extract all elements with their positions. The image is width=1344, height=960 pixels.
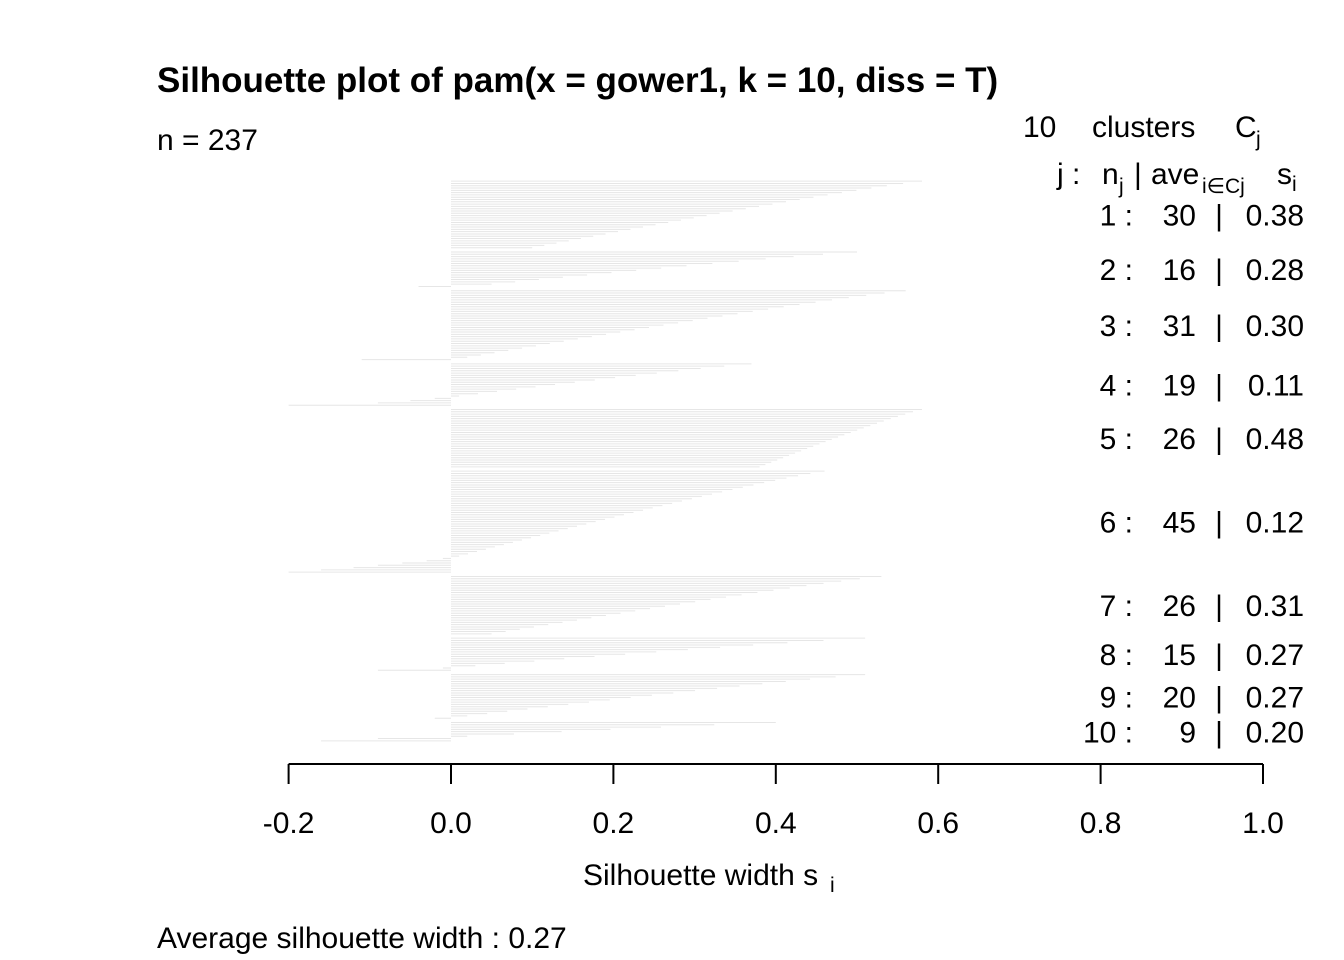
x-tick-label: 0.6 bbox=[917, 807, 959, 840]
cluster-1-average: 0.38 bbox=[1246, 199, 1304, 232]
x-tick-label: 0.0 bbox=[430, 807, 472, 840]
average-silhouette-width: Average silhouette width : 0.27 bbox=[157, 922, 567, 955]
cluster-6-separator: | bbox=[1215, 507, 1223, 540]
cluster-7-average: 0.31 bbox=[1246, 590, 1304, 623]
x-axis: -0.2 0.0 0.2 0.4 0.6 0.8 1.0 bbox=[263, 763, 1284, 840]
cluster-8-label: 8 : bbox=[1100, 639, 1133, 672]
cluster-3-size: 31 bbox=[1163, 310, 1196, 343]
cluster-7-separator: | bbox=[1215, 590, 1223, 623]
cluster-9-separator: | bbox=[1215, 681, 1223, 714]
header-n-label: n bbox=[1102, 158, 1119, 191]
cluster-row-5: 5 : 26 | 0.48 bbox=[1100, 423, 1304, 456]
header-n-subscript: j bbox=[1118, 175, 1124, 198]
cluster-row-1: 1 : 30 | 0.38 bbox=[1100, 199, 1304, 232]
cluster-3-separator: | bbox=[1215, 310, 1223, 343]
n-label: n = 237 bbox=[157, 124, 258, 157]
cluster-legend-header: 10 clusters C j j : n j | ave i∈Cj s i bbox=[1023, 111, 1297, 198]
cluster-5-separator: | bbox=[1215, 423, 1223, 456]
header-clusters-word: clusters bbox=[1092, 111, 1195, 144]
x-tick-label: -0.2 bbox=[263, 807, 315, 840]
cluster-10-separator: | bbox=[1215, 717, 1223, 750]
cluster-row-10: 10 : 9 | 0.20 bbox=[1083, 717, 1304, 750]
cluster-2-size: 16 bbox=[1163, 254, 1196, 287]
cluster-1-separator: | bbox=[1215, 199, 1223, 232]
cluster-6-label: 6 : bbox=[1100, 507, 1133, 540]
cluster-8-separator: | bbox=[1215, 639, 1223, 672]
header-c-symbol: C bbox=[1235, 111, 1257, 144]
chart-title: Silhouette plot of pam(x = gower1, k = 1… bbox=[157, 61, 998, 100]
cluster-3-label: 3 : bbox=[1100, 310, 1133, 343]
cluster-2-label: 2 : bbox=[1100, 254, 1133, 287]
header-c-subscript: j bbox=[1255, 128, 1261, 151]
header-j-label: j : bbox=[1056, 158, 1080, 191]
header-ave-subscript: i∈Cj bbox=[1202, 175, 1245, 198]
cluster-8-average: 0.27 bbox=[1246, 639, 1304, 672]
cluster-5-average: 0.48 bbox=[1246, 423, 1304, 456]
cluster-row-8: 8 : 15 | 0.27 bbox=[1100, 639, 1304, 672]
cluster-5-label: 5 : bbox=[1100, 423, 1133, 456]
cluster-row-2: 2 : 16 | 0.28 bbox=[1100, 254, 1304, 287]
cluster-6-average: 0.12 bbox=[1246, 507, 1304, 540]
cluster-4-separator: | bbox=[1215, 370, 1223, 403]
cluster-row-9: 9 : 20 | 0.27 bbox=[1100, 681, 1304, 714]
cluster-10-label: 10 : bbox=[1083, 717, 1133, 750]
cluster-1-size: 30 bbox=[1163, 199, 1196, 232]
cluster-row-6: 6 : 45 | 0.12 bbox=[1100, 507, 1304, 540]
cluster-legend-rows: 1 : 30 | 0.38 2 : 16 | 0.28 3 : 31 | 0.30 4 : 19 | 0.11… bbox=[1083, 199, 1304, 749]
cluster-2-average: 0.28 bbox=[1246, 254, 1304, 287]
cluster-1-label: 1 : bbox=[1100, 199, 1133, 232]
header-ave-label: ave bbox=[1151, 158, 1199, 191]
cluster-9-label: 9 : bbox=[1100, 681, 1133, 714]
cluster-row-3: 3 : 31 | 0.30 bbox=[1100, 310, 1304, 343]
cluster-7-label: 7 : bbox=[1100, 590, 1133, 623]
cluster-4-average: 0.11 bbox=[1248, 370, 1304, 403]
cluster-2-separator: | bbox=[1215, 254, 1223, 287]
x-tick-label: 0.2 bbox=[593, 807, 635, 840]
x-axis-label-subscript: i bbox=[830, 874, 835, 897]
header-separator: | bbox=[1134, 158, 1142, 191]
cluster-4-label: 4 : bbox=[1100, 370, 1133, 403]
cluster-3-average: 0.30 bbox=[1246, 310, 1304, 343]
header-s-label: s bbox=[1277, 158, 1292, 191]
cluster-10-average: 0.20 bbox=[1246, 717, 1304, 750]
cluster-9-size: 20 bbox=[1163, 681, 1196, 714]
cluster-6-size: 45 bbox=[1163, 507, 1196, 540]
header-cluster-count: 10 bbox=[1023, 111, 1056, 144]
cluster-5-size: 26 bbox=[1163, 423, 1196, 456]
cluster-row-7: 7 : 26 | 0.31 bbox=[1100, 590, 1304, 623]
cluster-4-size: 19 bbox=[1163, 370, 1196, 403]
silhouette-bars bbox=[288, 180, 922, 742]
x-axis-label: Silhouette width s bbox=[583, 859, 818, 892]
x-tick-label: 0.8 bbox=[1080, 807, 1122, 840]
cluster-row-4: 4 : 19 | 0.11 bbox=[1100, 370, 1304, 403]
header-s-subscript: i bbox=[1292, 173, 1297, 196]
x-tick-label: 0.4 bbox=[755, 807, 797, 840]
cluster-9-average: 0.27 bbox=[1246, 681, 1304, 714]
cluster-7-size: 26 bbox=[1163, 590, 1196, 623]
x-tick-label: 1.0 bbox=[1242, 807, 1284, 840]
cluster-10-size: 9 bbox=[1179, 717, 1196, 750]
cluster-8-size: 15 bbox=[1163, 639, 1196, 672]
